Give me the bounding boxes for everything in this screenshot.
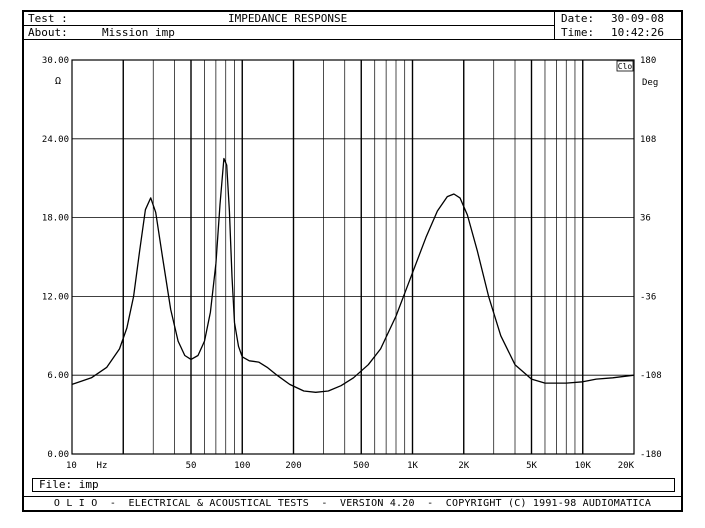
file-value: imp	[78, 478, 99, 491]
chart-window: Test : About: Mission imp IMPEDANCE RESP…	[22, 10, 683, 512]
y-right-tick-label: -180	[640, 450, 662, 460]
chart-title: IMPEDANCE RESPONSE	[228, 12, 348, 25]
x-tick-label: 20K	[618, 461, 635, 471]
plot-area-border	[71, 59, 635, 455]
y-left-unit-label: Ω	[55, 76, 61, 87]
x-tick-label: 5K	[526, 461, 537, 471]
date-value: 30-09-08	[611, 12, 664, 25]
x-tick-label: 10K	[575, 461, 592, 471]
x-tick-label: 1K	[407, 461, 418, 471]
chart-header: Test : About: Mission imp IMPEDANCE RESP…	[24, 12, 681, 40]
x-tick-label: 500	[353, 461, 369, 471]
y-left-tick-label: 6.00	[47, 371, 69, 381]
y-left-tick-label: 30.00	[42, 56, 69, 66]
header-divider-vertical	[554, 12, 555, 40]
time-label: Time:	[561, 26, 595, 39]
x-tick-label: 2K	[458, 461, 469, 471]
y-right-tick-label: 108	[640, 135, 656, 145]
x-tick-label: Hz	[97, 461, 108, 471]
y-left-tick-label: 12.00	[42, 292, 69, 302]
impedance-chart: 30.00 24.00 18.00 12.00 6.00 0.00 180 108 36 -36 -…	[42, 56, 662, 471]
about-label: About:	[28, 26, 68, 39]
file-bar: File: imp	[32, 478, 675, 492]
y-right-unit-label: Deg	[642, 78, 658, 88]
time-value: 10:42:26	[611, 26, 664, 39]
y-right-tick-label: -36	[640, 292, 656, 302]
file-label: File:	[39, 478, 73, 491]
y-right-tick-label: 180	[640, 56, 656, 66]
about-value: Mission imp	[102, 26, 175, 39]
date-label: Date:	[561, 12, 595, 25]
y-left-tick-label: 0.00	[47, 450, 69, 460]
copyright-bar: O L I O - ELECTRICAL & ACOUSTICAL TESTS …	[24, 496, 681, 511]
y-right-tick-label: 36	[640, 214, 651, 224]
x-tick-label: 100	[234, 461, 250, 471]
x-tick-label: 10	[66, 461, 77, 471]
y-right-tick-label: -108	[640, 371, 662, 381]
x-tick-label: 50	[186, 461, 197, 471]
x-tick-label: 200	[285, 461, 301, 471]
impedance-curve	[71, 157, 635, 393]
test-label: Test :	[28, 12, 68, 25]
corner-box	[616, 60, 634, 72]
y-left-tick-label: 24.00	[42, 135, 69, 145]
corner-label: Clo	[618, 62, 633, 71]
y-left-tick-label: 18.00	[42, 214, 69, 224]
header-divider	[24, 25, 554, 26]
